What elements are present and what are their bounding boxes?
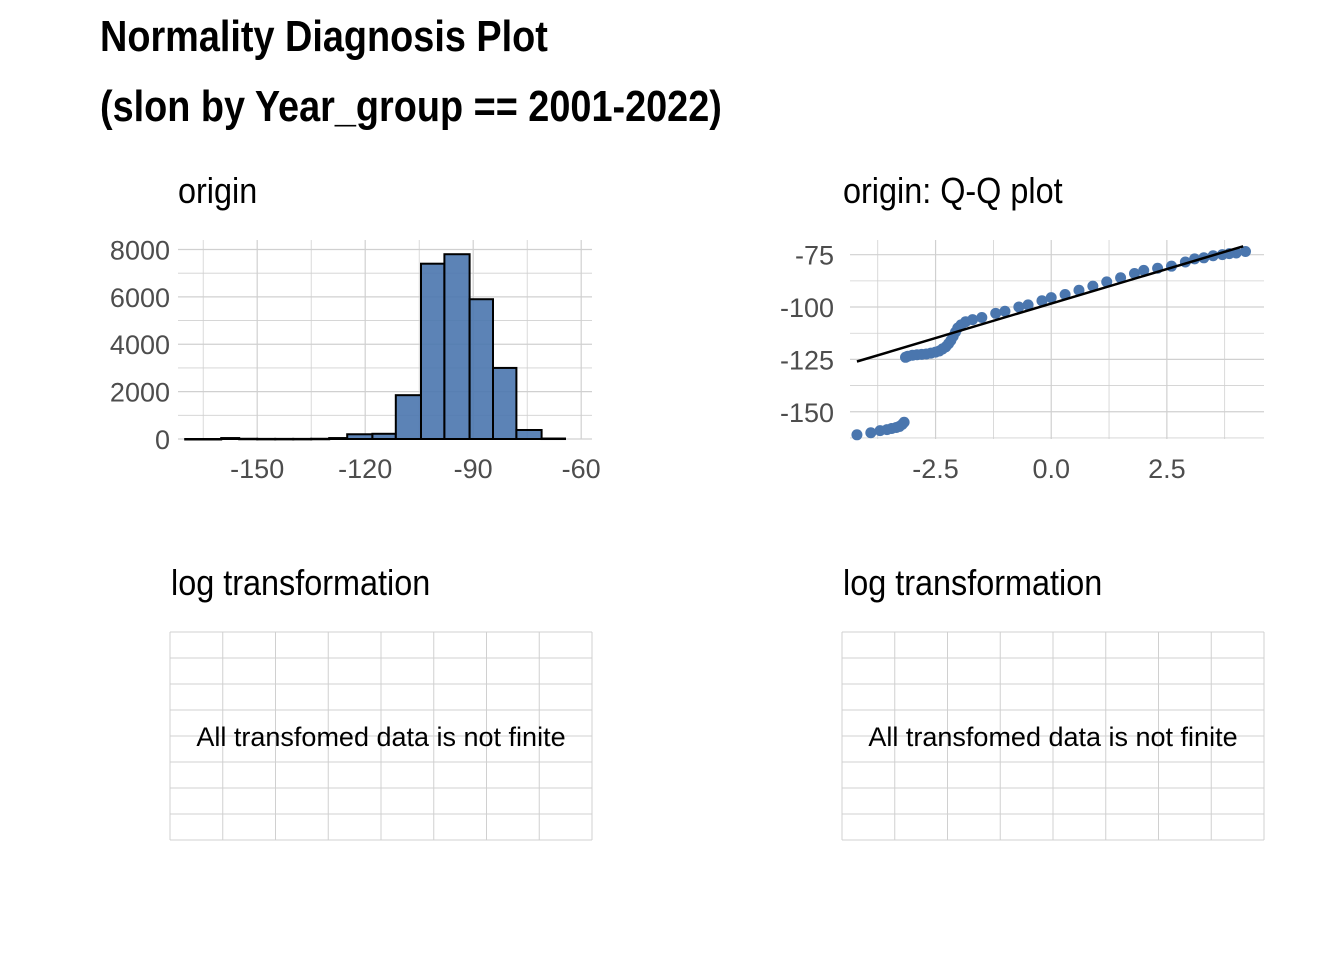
qq-point: [1115, 272, 1127, 284]
qq-point: [1022, 299, 1034, 311]
histogram-bar: [468, 298, 495, 440]
qq-y-tick-label: -125: [780, 345, 834, 375]
hist-y-tick-label: 2000: [110, 378, 170, 408]
log-right-message: All transfomed data is not finite: [868, 722, 1237, 752]
qq-x-tick-label: 0.0: [1032, 454, 1070, 484]
log-right-panel-title: log transformation: [843, 563, 1102, 603]
histogram-bar: [256, 437, 277, 441]
histogram-bar: [274, 437, 295, 441]
hist-panel-title: origin: [178, 171, 257, 211]
histogram-bar: [238, 437, 259, 441]
histogram-bar: [492, 366, 518, 440]
qq-point: [976, 312, 988, 324]
qq-point: [990, 307, 1002, 319]
qq-point: [999, 305, 1011, 317]
main-title-line2: (slon by Year_group == 2001-2022): [100, 82, 722, 131]
qq-y-tick-label: -75: [795, 241, 834, 271]
qq-plot-panel: -2.5 0.0 2.5 -150 -125 -100 -75: [780, 240, 1264, 484]
histogram-bar: [443, 253, 471, 440]
hist-x-tick-label: -90: [454, 454, 493, 484]
histogram-bar: [292, 437, 313, 441]
qq-point: [1059, 288, 1071, 300]
qq-point: [1239, 246, 1251, 258]
qq-panel-title: origin: Q-Q plot: [843, 171, 1063, 211]
qq-point: [967, 314, 979, 326]
qq-point: [1036, 295, 1048, 307]
hist-y-tick-label: 4000: [110, 330, 170, 360]
qq-y-tick-label: -100: [780, 293, 834, 323]
main-title-line1: Normality Diagnosis Plot: [100, 12, 548, 61]
qq-y-tick-label: -150: [780, 398, 834, 428]
histogram-bar: [540, 437, 566, 441]
qq-point: [1087, 280, 1099, 292]
histogram-bar: [515, 428, 543, 441]
hist-y-tick-label: 8000: [110, 235, 170, 265]
qq-point: [1013, 301, 1025, 313]
histogram-bar: [220, 437, 241, 440]
qq-point: [1073, 284, 1085, 296]
log-left-message: All transfomed data is not finite: [196, 722, 565, 752]
histogram-bar: [184, 438, 223, 441]
main-title: Normality Diagnosis Plot (slon by Year_g…: [100, 2, 960, 142]
histogram-bar: [328, 437, 349, 440]
qq-point: [1128, 268, 1140, 280]
histogram-panel: -150 -120 -90 -60 0 2000 4000 6000 8000: [110, 235, 601, 484]
qq-x-tick-label: -2.5: [912, 454, 959, 484]
qq-point: [865, 427, 877, 439]
log-right-panel: [841, 631, 1265, 841]
log-left-panel: [169, 631, 593, 841]
hist-x-tick-label: -120: [338, 454, 392, 484]
log-left-panel-title: log transformation: [171, 563, 430, 603]
qq-x-tick-label: 2.5: [1148, 454, 1186, 484]
histogram-bar: [420, 262, 446, 441]
qq-reference-line: [856, 245, 1244, 363]
histogram-bar: [371, 432, 397, 440]
qq-point: [1138, 264, 1150, 276]
hist-x-tick-label: -150: [230, 454, 284, 484]
hist-x-tick-label: -60: [562, 454, 601, 484]
hist-y-tick-label: 6000: [110, 283, 170, 313]
qq-point: [1045, 292, 1057, 304]
qq-point: [1101, 276, 1113, 288]
histogram-bar: [346, 433, 374, 440]
histogram-bar: [310, 437, 331, 441]
histogram-bar: [394, 394, 422, 440]
qq-point: [851, 429, 863, 441]
hist-y-tick-label: 0: [155, 425, 170, 455]
qq-point: [898, 416, 910, 428]
